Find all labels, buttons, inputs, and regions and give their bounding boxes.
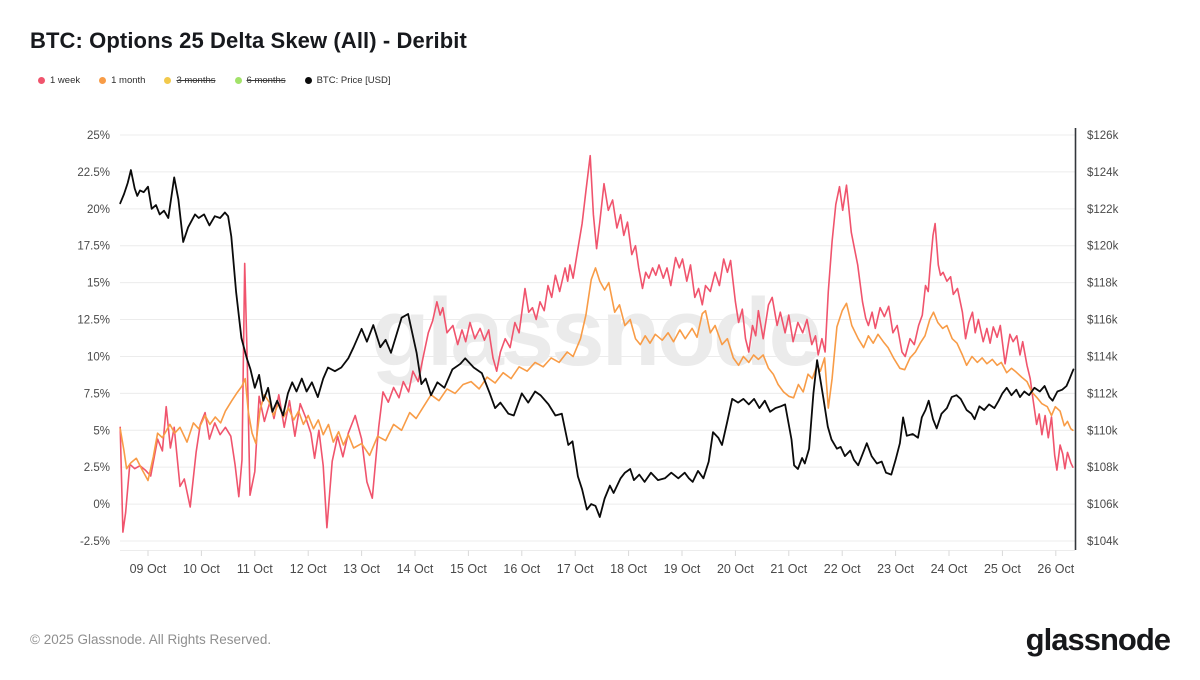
x-tick-label: 11 Oct xyxy=(237,562,273,576)
legend-item-btc-price-usd-[interactable]: BTC: Price [USD] xyxy=(304,75,391,86)
legend-item-label: 1 month xyxy=(111,75,146,86)
y-left-tick-label: 20% xyxy=(87,204,110,216)
plot-hover-area[interactable] xyxy=(120,128,1075,550)
y-right-tick-label: $118k xyxy=(1087,278,1118,290)
x-tick-label: 19 Oct xyxy=(664,562,701,576)
x-tick-label: 14 Oct xyxy=(397,562,434,576)
legend-item-label: BTC: Price [USD] xyxy=(316,75,391,86)
x-tick-label: 16 Oct xyxy=(503,562,540,576)
copyright-text: © 2025 Glassnode. All Rights Reserved. xyxy=(30,632,272,647)
y-right-tick-label: $116k xyxy=(1087,315,1118,327)
y-right-tick-label: $120k xyxy=(1087,241,1119,253)
y-left-tick-label: 2.5% xyxy=(84,462,110,474)
y-right-tick-label: $124k xyxy=(1087,167,1119,179)
y-right-tick-label: $126k xyxy=(1087,130,1119,142)
y-left-tick-label: 7.5% xyxy=(84,388,110,400)
y-right-tick-label: $108k xyxy=(1087,462,1119,474)
legend-item-label: 1 week xyxy=(50,75,81,86)
x-tick-label: 21 Oct xyxy=(770,562,807,576)
x-tick-label: 13 Oct xyxy=(343,562,380,576)
legend-item-3-months[interactable]: 3 months xyxy=(164,75,216,86)
y-left-tick-label: -2.5% xyxy=(80,536,110,548)
y-right-tick-label: $114k xyxy=(1087,351,1118,363)
x-tick-label: 23 Oct xyxy=(877,562,914,576)
x-tick-label: 26 Oct xyxy=(1037,562,1074,576)
legend-item-label: 6 months xyxy=(246,75,286,86)
x-tick-label: 22 Oct xyxy=(824,562,861,576)
legend-swatch-icon xyxy=(304,77,312,84)
legend-item-6-months[interactable]: 6 months xyxy=(234,75,286,86)
y-right-tick-label: $104k xyxy=(1087,536,1119,548)
x-tick-label: 20 Oct xyxy=(717,562,754,576)
legend-swatch-icon xyxy=(234,77,242,84)
y-left-tick-label: 12.5% xyxy=(77,315,110,327)
x-tick-label: 10 Oct xyxy=(183,562,220,576)
series-line-1-month xyxy=(119,267,1074,482)
legend-item-1-week[interactable]: 1 week xyxy=(38,75,80,86)
y-left-tick-label: 17.5% xyxy=(77,241,110,253)
x-tick-label: 09 Oct xyxy=(130,562,167,576)
y-left-tick-label: 0% xyxy=(93,499,110,511)
y-right-tick-label: $112k xyxy=(1087,388,1118,400)
legend-swatch-icon xyxy=(38,77,45,84)
legend-swatch-icon xyxy=(99,77,107,84)
y-left-tick-label: 10% xyxy=(87,351,110,363)
glassnode-logo: glassnode xyxy=(1025,622,1171,657)
y-left-tick-label: 25% xyxy=(87,130,110,142)
x-tick-label: 12 Oct xyxy=(290,562,327,576)
legend-swatch-icon xyxy=(164,77,172,84)
y-right-tick-label: $106k xyxy=(1087,499,1119,511)
y-right-tick-label: $110k xyxy=(1087,425,1118,437)
x-tick-label: 15 Oct xyxy=(450,562,487,576)
y-left-tick-label: 5% xyxy=(93,425,110,437)
legend-item-label: 3 months xyxy=(176,75,216,86)
series-line-1-week xyxy=(119,154,1074,533)
x-tick-label: 25 Oct xyxy=(984,562,1021,576)
x-tick-label: 18 Oct xyxy=(610,562,647,576)
y-left-tick-label: 15% xyxy=(87,278,110,290)
series-line-btc-price-usd- xyxy=(119,169,1075,518)
legend-item-1-month[interactable]: 1 month xyxy=(99,75,145,86)
x-tick-label: 17 Oct xyxy=(557,562,594,576)
x-tick-label: 24 Oct xyxy=(931,562,968,576)
y-left-tick-label: 22.5% xyxy=(77,167,110,179)
page-title: BTC: Options 25 Delta Skew (All) - Derib… xyxy=(30,28,467,53)
y-right-tick-label: $122k xyxy=(1087,204,1119,216)
chart-legend: 1 week 1 month 3 months 6 months BTC: Price … xyxy=(38,75,391,86)
